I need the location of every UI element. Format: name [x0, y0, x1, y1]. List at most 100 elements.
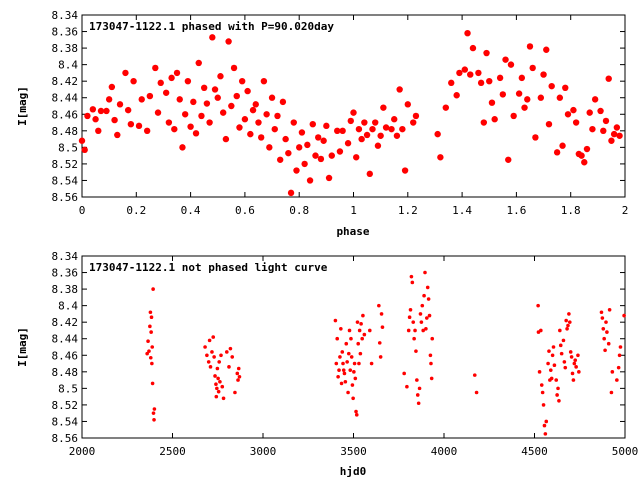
data-point	[151, 287, 155, 291]
data-point	[349, 336, 353, 341]
data-point	[215, 386, 219, 391]
data-point	[276, 156, 284, 163]
data-point	[338, 355, 342, 359]
y-tick-label: 8.54	[52, 415, 79, 428]
data-point	[255, 119, 262, 126]
data-point	[217, 360, 221, 364]
data-point	[378, 355, 383, 359]
data-point	[372, 119, 379, 126]
data-point	[602, 336, 606, 341]
data-point	[218, 379, 222, 384]
data-point	[537, 94, 545, 101]
data-point	[417, 386, 422, 391]
data-point	[122, 69, 129, 77]
data-point	[347, 117, 354, 125]
data-point	[402, 371, 406, 376]
data-point	[225, 38, 232, 45]
data-point	[565, 327, 569, 331]
x-tick-label: 1.2	[398, 204, 418, 217]
data-point	[157, 79, 164, 87]
data-point	[206, 360, 211, 364]
data-point	[151, 411, 156, 415]
data-point	[344, 341, 349, 346]
data-point	[220, 384, 225, 389]
data-point	[562, 360, 567, 364]
data-point	[609, 390, 614, 395]
data-point	[235, 371, 240, 376]
data-point	[434, 130, 441, 138]
y-tick-label: 8.34	[52, 9, 79, 22]
data-point	[268, 94, 276, 101]
data-point	[236, 366, 241, 371]
data-point	[339, 127, 346, 135]
data-point	[556, 94, 564, 101]
data-point	[358, 351, 363, 356]
data-point	[146, 92, 154, 100]
data-point	[380, 325, 385, 329]
data-point	[205, 353, 209, 358]
data-point	[301, 160, 308, 168]
data-point	[480, 119, 488, 126]
data-point	[304, 141, 311, 149]
data-point	[290, 119, 297, 126]
data-point	[335, 336, 340, 341]
data-point	[357, 361, 361, 366]
data-point	[346, 351, 351, 356]
data-point	[474, 390, 479, 395]
data-point	[540, 390, 545, 395]
data-point	[241, 116, 249, 123]
data-point	[410, 280, 415, 285]
data-point	[380, 104, 387, 111]
data-point	[391, 116, 398, 123]
data-point	[111, 116, 118, 124]
plot-frame-bottom	[81, 255, 626, 439]
data-point	[388, 125, 395, 133]
data-point	[230, 64, 238, 72]
data-point	[548, 82, 555, 90]
data-point	[589, 125, 596, 133]
data-point	[491, 116, 498, 123]
data-point	[572, 119, 580, 126]
data-point	[354, 413, 359, 417]
y-axis-label-bottom: I[mag]	[16, 327, 29, 367]
data-point	[312, 152, 319, 159]
data-point	[467, 71, 474, 78]
data-point	[210, 350, 214, 354]
x-tick-label: 1	[350, 204, 357, 217]
data-point	[179, 144, 186, 151]
data-point	[285, 149, 292, 157]
data-point	[148, 355, 153, 360]
data-point	[149, 315, 154, 320]
data-point	[219, 109, 227, 116]
data-point	[577, 370, 581, 374]
data-point	[333, 318, 338, 323]
data-point	[510, 112, 517, 120]
data-point	[414, 349, 418, 353]
data-point	[571, 378, 576, 382]
chart-title-top: 173047-1122.1 phased with P=90.020day	[89, 20, 334, 33]
x-tick-label: 4500	[521, 445, 548, 458]
data-point	[526, 43, 534, 50]
data-point	[340, 350, 345, 354]
x-tick-label: 4000	[431, 445, 458, 458]
data-point	[377, 132, 384, 139]
data-point	[550, 353, 555, 358]
data-point	[604, 320, 608, 324]
data-point	[130, 77, 137, 85]
data-point	[350, 383, 355, 387]
data-point	[622, 313, 626, 318]
data-point	[339, 381, 344, 386]
data-point	[361, 119, 368, 126]
data-point	[405, 384, 409, 389]
data-point	[147, 349, 151, 353]
data-point	[562, 84, 569, 92]
data-point	[81, 146, 88, 154]
data-point	[339, 327, 343, 331]
data-point	[346, 390, 350, 395]
data-point	[428, 353, 433, 358]
data-point	[410, 119, 417, 126]
data-point	[279, 98, 287, 106]
data-point	[564, 318, 568, 323]
y-tick-label: 8.42	[52, 316, 79, 329]
data-point	[200, 84, 208, 92]
